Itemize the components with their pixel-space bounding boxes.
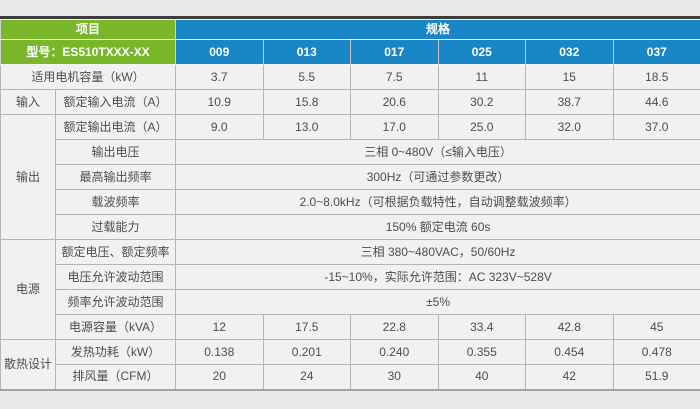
- value-cell: 17.0: [351, 115, 439, 140]
- value-cell: 9.0: [176, 115, 264, 140]
- table-row: 散热设计 发热功耗（kW） 0.138 0.201 0.240 0.355 0.…: [1, 340, 700, 365]
- value-cell: 44.6: [613, 90, 700, 115]
- model-number-cell: 037: [613, 40, 700, 65]
- value-cell: 0.478: [613, 340, 700, 365]
- merged-value-cell: 2.0~8.0kHz（可根据负载特性，自动调整载波频率）: [176, 190, 700, 215]
- table-row: 适用电机容量（kW） 3.7 5.5 7.5 11 15 18.5: [1, 65, 700, 90]
- merged-value-cell: 300Hz（可通过参数更改）: [176, 165, 700, 190]
- model-number-cell: 013: [263, 40, 351, 65]
- specification-table: 项目 规格 型号：ES510TXXX-XX 009 013 017 025 03…: [0, 19, 700, 391]
- model-row: 型号：ES510TXXX-XX 009 013 017 025 032 037: [1, 40, 700, 65]
- value-cell: 18.5: [613, 65, 700, 90]
- value-cell: 5.5: [263, 65, 351, 90]
- merged-value-cell: 三相 0~480V（≤输入电压）: [176, 140, 700, 165]
- row-label-cell: 排风量（CFM）: [56, 365, 176, 390]
- row-label-cell: 频率允许波动范围: [56, 290, 176, 315]
- page-top-margin: [0, 0, 700, 16]
- value-cell: 13.0: [263, 115, 351, 140]
- value-cell: 10.9: [176, 90, 264, 115]
- value-cell: 37.0: [613, 115, 700, 140]
- value-cell: 33.4: [438, 315, 526, 340]
- header-item-cell: 项目: [1, 20, 176, 40]
- value-cell: 38.7: [526, 90, 614, 115]
- table-row: 输入 额定输入电流（A） 10.9 15.8 20.6 30.2 38.7 44…: [1, 90, 700, 115]
- row-label-cell: 载波频率: [56, 190, 176, 215]
- value-cell: 0.355: [438, 340, 526, 365]
- value-cell: 25.0: [438, 115, 526, 140]
- value-cell: 24: [263, 365, 351, 390]
- value-cell: 0.201: [263, 340, 351, 365]
- value-cell: 17.5: [263, 315, 351, 340]
- row-label-cell: 电源容量（kVA）: [56, 315, 176, 340]
- row-label-cell: 适用电机容量（kW）: [1, 65, 176, 90]
- value-cell: 0.240: [351, 340, 439, 365]
- table-row: 电源 额定电压、额定频率 三相 380~480VAC，50/60Hz: [1, 240, 700, 265]
- value-cell: 22.8: [351, 315, 439, 340]
- table-row: 输出 额定输出电流（A） 9.0 13.0 17.0 25.0 32.0 37.…: [1, 115, 700, 140]
- model-number-cell: 009: [176, 40, 264, 65]
- table-row: 载波频率 2.0~8.0kHz（可根据负载特性，自动调整载波频率）: [1, 190, 700, 215]
- model-label-cell: 型号：ES510TXXX-XX: [1, 40, 176, 65]
- merged-value-cell: 150% 额定电流 60s: [176, 215, 700, 240]
- value-cell: 12: [176, 315, 264, 340]
- header-spec-cell: 规格: [176, 20, 700, 40]
- model-number-cell: 032: [526, 40, 614, 65]
- row-label-cell: 额定输入电流（A）: [56, 90, 176, 115]
- row-label-cell: 额定电压、额定频率: [56, 240, 176, 265]
- row-label-cell: 输出电压: [56, 140, 176, 165]
- value-cell: 45: [613, 315, 700, 340]
- value-cell: 32.0: [526, 115, 614, 140]
- group-cell-heat-design: 散热设计: [1, 340, 56, 390]
- merged-value-cell: -15~10%，实际允许范围：AC 323V~528V: [176, 265, 700, 290]
- header-row: 项目 规格: [1, 20, 700, 40]
- value-cell: 40: [438, 365, 526, 390]
- value-cell: 42.8: [526, 315, 614, 340]
- value-cell: 15: [526, 65, 614, 90]
- row-label-cell: 额定输出电流（A）: [56, 115, 176, 140]
- value-cell: 15.8: [263, 90, 351, 115]
- table-row: 过载能力 150% 额定电流 60s: [1, 215, 700, 240]
- value-cell: 3.7: [176, 65, 264, 90]
- merged-value-cell: 三相 380~480VAC，50/60Hz: [176, 240, 700, 265]
- table-row: 电源容量（kVA） 12 17.5 22.8 33.4 42.8 45: [1, 315, 700, 340]
- value-cell: 20: [176, 365, 264, 390]
- row-label-cell: 发热功耗（kW）: [56, 340, 176, 365]
- model-number-cell: 025: [438, 40, 526, 65]
- row-label-cell: 电压允许波动范围: [56, 265, 176, 290]
- group-cell-output: 输出: [1, 115, 56, 240]
- group-cell-input: 输入: [1, 90, 56, 115]
- model-number-cell: 017: [351, 40, 439, 65]
- row-label-cell: 最高输出频率: [56, 165, 176, 190]
- merged-value-cell: ±5%: [176, 290, 700, 315]
- value-cell: 11: [438, 65, 526, 90]
- value-cell: 7.5: [351, 65, 439, 90]
- table-row: 最高输出频率 300Hz（可通过参数更改）: [1, 165, 700, 190]
- table-row: 输出电压 三相 0~480V（≤输入电压）: [1, 140, 700, 165]
- value-cell: 42: [526, 365, 614, 390]
- value-cell: 51.9: [613, 365, 700, 390]
- group-cell-power: 电源: [1, 240, 56, 340]
- value-cell: 0.138: [176, 340, 264, 365]
- row-label-cell: 过载能力: [56, 215, 176, 240]
- value-cell: 30: [351, 365, 439, 390]
- value-cell: 30.2: [438, 90, 526, 115]
- table-row: 频率允许波动范围 ±5%: [1, 290, 700, 315]
- table-row: 排风量（CFM） 20 24 30 40 42 51.9: [1, 365, 700, 390]
- table-row: 电压允许波动范围 -15~10%，实际允许范围：AC 323V~528V: [1, 265, 700, 290]
- value-cell: 20.6: [351, 90, 439, 115]
- value-cell: 0.454: [526, 340, 614, 365]
